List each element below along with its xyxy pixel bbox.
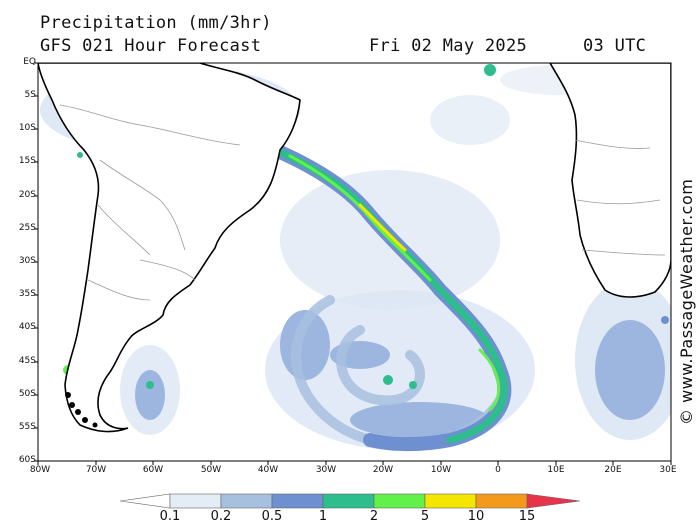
model-forecast-label: GFS 021 Hour Forecast — [40, 36, 262, 56]
lon-label: 70W — [85, 465, 107, 475]
lon-label: 0 — [495, 465, 501, 475]
africa-coastline — [549, 63, 671, 298]
south-america-coastline — [38, 63, 301, 433]
lat-label: 50S — [18, 389, 36, 399]
colorbar-label: 0.5 — [261, 509, 283, 524]
lon-label: 60W — [142, 465, 164, 475]
colorbar-label: 2 — [369, 509, 379, 524]
lon-label: 50W — [200, 465, 222, 475]
lat-label: 15S — [18, 156, 36, 166]
colorbar-high-arrow — [526, 493, 581, 509]
lon-label: 10W — [430, 465, 452, 475]
colorbar — [119, 493, 581, 509]
lon-label: 10E — [547, 465, 565, 475]
lat-label: 25S — [18, 223, 36, 233]
colorbar-label: 10 — [467, 509, 485, 524]
colorbar-label: 5 — [420, 509, 430, 524]
forecast-time: 03 UTC — [583, 36, 647, 56]
colorbar-label: 15 — [518, 509, 536, 524]
lat-label: 20S — [18, 190, 36, 200]
frontal-rain-band — [273, 145, 512, 452]
lat-label: 55S — [18, 422, 36, 432]
lon-label: 20W — [372, 465, 394, 475]
colorbar-label: 1 — [318, 509, 328, 524]
map-title: Precipitation (mm/3hr) — [40, 13, 272, 33]
lat-label: 45S — [18, 356, 36, 366]
lat-label: 35S — [18, 289, 36, 299]
lat-label: 30S — [18, 256, 36, 266]
colorbar-low-arrow — [119, 493, 171, 509]
forecast-date: Fri 02 May 2025 — [369, 36, 528, 56]
axis-ticks — [34, 62, 672, 465]
country-borders — [59, 104, 666, 301]
watermark: © www.PassageWeather.com — [677, 178, 696, 425]
lat-label: EQ — [23, 57, 36, 67]
colorbar-label: 0.1 — [159, 509, 181, 524]
lon-label: 30E — [659, 465, 677, 475]
lon-label: 30W — [315, 465, 337, 475]
lon-label: 20E — [604, 465, 622, 475]
lon-label: 80W — [29, 465, 51, 475]
colorbar-label: 0.2 — [210, 509, 232, 524]
tierra-del-fuego — [65, 392, 98, 428]
lat-label: 10S — [18, 123, 36, 133]
lat-label: 40S — [18, 322, 36, 332]
lat-label: 60S — [18, 455, 36, 465]
lon-label: 40W — [257, 465, 279, 475]
lat-label: 5S — [24, 90, 36, 100]
